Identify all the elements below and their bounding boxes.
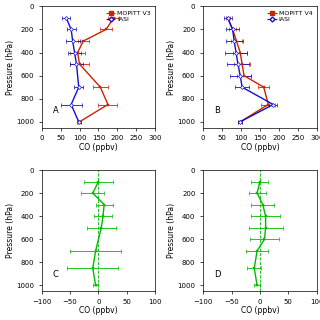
Y-axis label: Pressure (hPa): Pressure (hPa) bbox=[167, 203, 176, 258]
Text: B: B bbox=[214, 107, 220, 116]
X-axis label: CO (ppbv): CO (ppbv) bbox=[79, 143, 118, 152]
Text: D: D bbox=[214, 270, 221, 279]
Y-axis label: Pressure (hPa): Pressure (hPa) bbox=[5, 203, 15, 258]
Text: A: A bbox=[53, 107, 59, 116]
X-axis label: CO (ppbv): CO (ppbv) bbox=[79, 306, 118, 315]
Text: C: C bbox=[53, 270, 59, 279]
Legend: MOPITT V3, IASI: MOPITT V3, IASI bbox=[105, 10, 152, 24]
Y-axis label: Pressure (hPa): Pressure (hPa) bbox=[5, 39, 15, 94]
Y-axis label: Pressure (hPa): Pressure (hPa) bbox=[167, 39, 176, 94]
X-axis label: CO (ppbv): CO (ppbv) bbox=[241, 306, 279, 315]
X-axis label: CO (ppbv): CO (ppbv) bbox=[241, 143, 279, 152]
Legend: MOPITT V4, IASI: MOPITT V4, IASI bbox=[266, 10, 314, 24]
